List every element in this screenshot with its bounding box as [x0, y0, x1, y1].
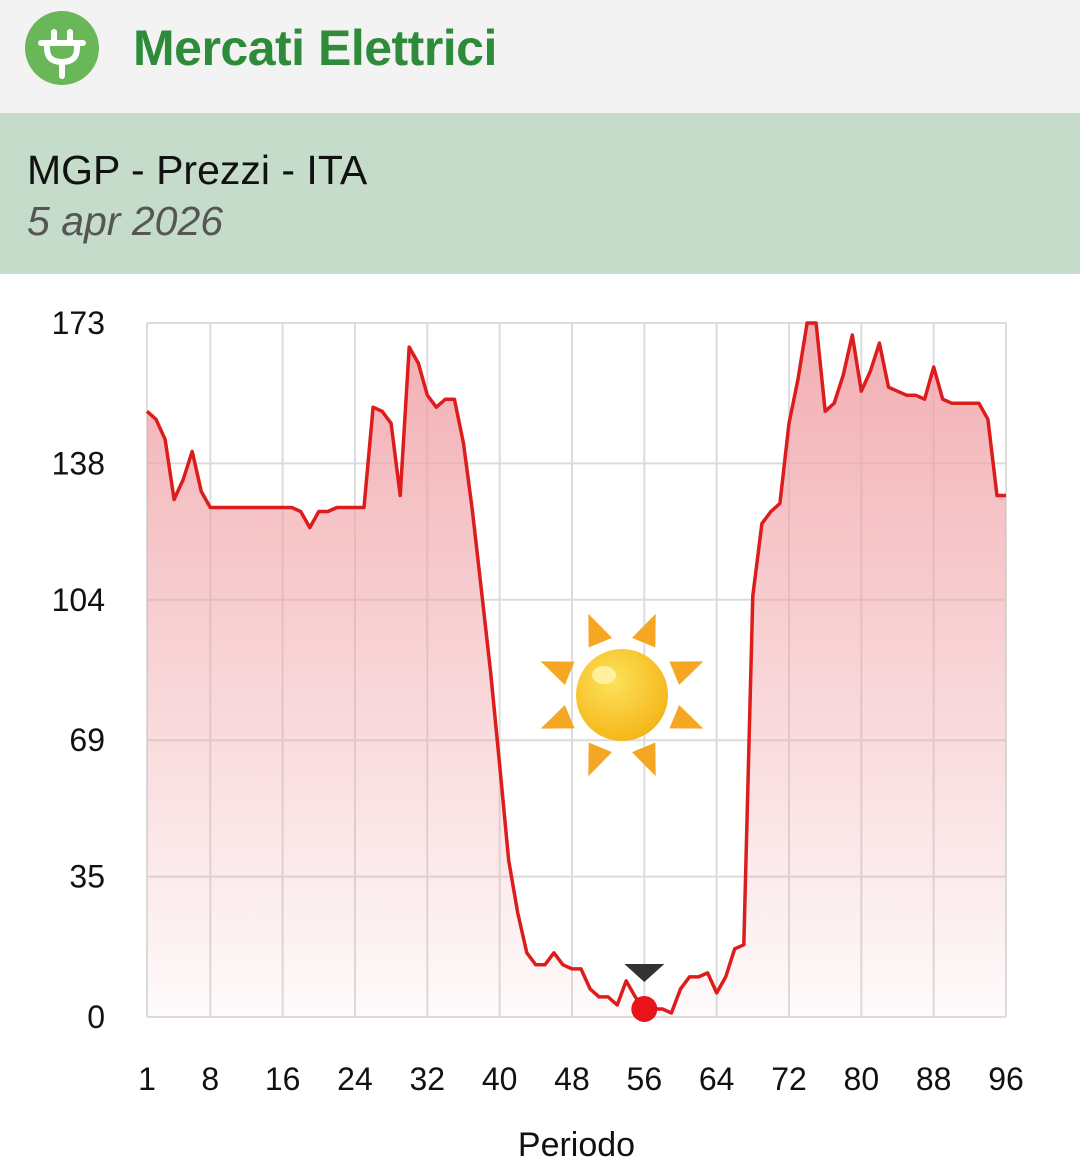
x-tick-label: 72 — [771, 1061, 807, 1097]
min-marker-dot[interactable] — [631, 995, 658, 1022]
x-tick-label: 24 — [337, 1061, 373, 1097]
x-tick-label: 16 — [265, 1061, 301, 1097]
y-tick-label: 35 — [69, 859, 105, 895]
plug-icon[interactable] — [24, 10, 100, 86]
x-tick-label: 48 — [554, 1061, 590, 1097]
sun-ray — [631, 742, 656, 777]
price-area — [147, 323, 1006, 1017]
x-axis-ticks: 1 8 16 24 32 40 48 56 64 72 80 88 96 — [138, 1061, 1024, 1097]
sun-ray — [588, 613, 613, 648]
y-tick-label: 69 — [69, 722, 105, 758]
x-tick-label: 64 — [699, 1061, 735, 1097]
sun-ray — [588, 742, 613, 777]
min-marker-arrow — [624, 963, 665, 982]
y-tick-label: 0 — [87, 999, 105, 1035]
y-tick-label: 138 — [52, 445, 105, 481]
app-bar: Mercati Elettrici — [0, 0, 1080, 113]
sun-ray — [669, 704, 704, 729]
sun-ray — [540, 661, 575, 686]
sun-disc — [576, 649, 668, 741]
y-axis-ticks: 0 35 69 104 138 173 — [52, 305, 105, 1035]
x-tick-label: 32 — [410, 1061, 446, 1097]
x-tick-label: 40 — [482, 1061, 518, 1097]
sun-highlight — [592, 666, 616, 684]
market-date: 5 apr 2026 — [27, 198, 224, 244]
sun-ray — [669, 661, 704, 686]
y-tick-label: 104 — [52, 582, 105, 618]
x-tick-label: 1 — [138, 1061, 156, 1097]
x-tick-label: 56 — [627, 1061, 663, 1097]
sun-ray — [540, 704, 575, 729]
x-tick-label: 80 — [844, 1061, 880, 1097]
x-tick-label: 8 — [201, 1061, 219, 1097]
x-tick-label: 88 — [916, 1061, 952, 1097]
x-tick-label: 96 — [988, 1061, 1024, 1097]
market-title: MGP - Prezzi - ITA — [27, 147, 368, 193]
sun-ray — [631, 613, 656, 648]
market-header — [0, 113, 1080, 274]
sun-icon — [540, 613, 704, 777]
price-line — [145, 321, 1006, 1015]
y-tick-label: 173 — [52, 305, 105, 341]
app-title: Mercati Elettrici — [133, 20, 497, 76]
x-axis-title: Periodo — [518, 1126, 635, 1164]
